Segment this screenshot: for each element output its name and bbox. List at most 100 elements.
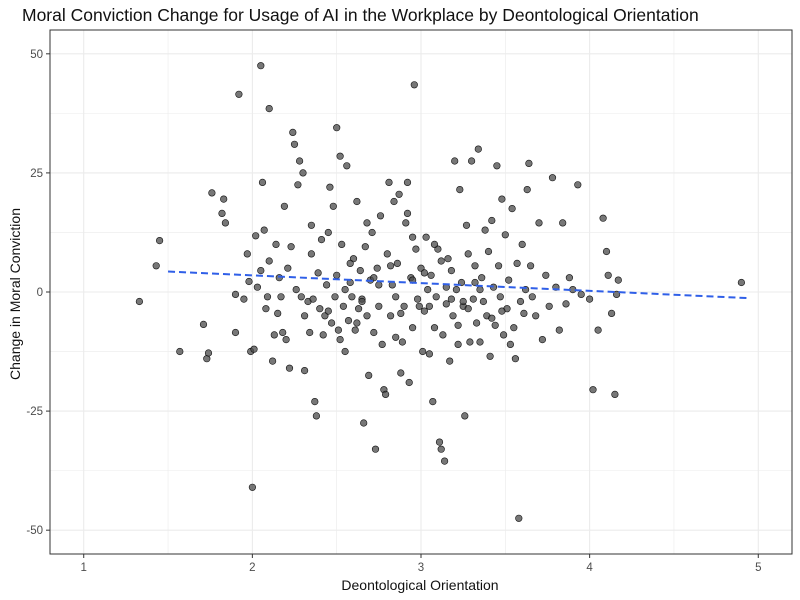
data-point <box>430 240 439 248</box>
x-axis-title: Deontological Orientation <box>341 577 498 593</box>
data-point <box>425 302 434 310</box>
data-point <box>353 197 361 206</box>
data-point <box>604 271 612 279</box>
data-point <box>307 221 316 229</box>
data-point <box>565 274 574 282</box>
data-point <box>289 128 297 136</box>
data-point <box>290 140 299 148</box>
data-point <box>135 297 143 306</box>
data-point <box>221 219 229 227</box>
data-point <box>574 181 582 189</box>
data-point <box>577 290 585 299</box>
data-point <box>611 390 619 399</box>
axis-ticks: 1 2 3 4 5 -50 -25 0 25 50 <box>26 49 761 574</box>
data-point <box>466 338 474 346</box>
data-point <box>274 309 282 318</box>
data-point <box>294 181 302 189</box>
data-point <box>523 186 531 194</box>
data-point <box>370 274 378 282</box>
data-point <box>599 214 607 222</box>
data-point <box>397 369 405 377</box>
chart-title: Moral Conviction Change for Usage of AI … <box>22 5 699 25</box>
data-point <box>277 293 285 301</box>
data-point <box>496 293 504 301</box>
data-point <box>491 321 499 329</box>
data-point <box>515 514 523 522</box>
data-point <box>375 281 383 289</box>
data-point <box>479 297 488 306</box>
data-point <box>309 295 317 303</box>
data-point <box>602 247 611 256</box>
data-point <box>555 326 563 334</box>
data-point <box>520 309 528 318</box>
data-point <box>614 276 622 284</box>
data-point <box>488 314 496 322</box>
data-point <box>336 152 344 160</box>
data-point <box>548 174 557 182</box>
data-point <box>373 264 381 272</box>
data-point <box>400 302 408 310</box>
data-point <box>398 338 407 346</box>
data-point <box>424 286 432 294</box>
data-point <box>420 307 429 315</box>
data-point <box>452 286 461 294</box>
x-tick-label: 1 <box>81 562 87 574</box>
data-point <box>376 212 385 220</box>
data-point <box>412 245 420 253</box>
data-point <box>282 336 290 344</box>
data-point <box>471 262 479 270</box>
data-point <box>312 412 321 420</box>
data-point <box>535 219 543 227</box>
data-point <box>250 345 258 353</box>
data-point <box>393 259 402 268</box>
data-point <box>542 271 550 279</box>
data-point <box>363 219 371 227</box>
data-point <box>257 62 265 70</box>
data-point <box>375 302 383 310</box>
data-point <box>235 90 243 98</box>
data-point <box>253 283 261 291</box>
data-point <box>346 259 354 268</box>
data-point <box>409 233 417 241</box>
data-point <box>476 286 484 294</box>
data-point <box>501 231 509 239</box>
data-point <box>444 255 452 263</box>
data-point <box>420 269 429 277</box>
data-point <box>441 457 449 465</box>
data-point <box>447 295 456 303</box>
data-point <box>252 232 260 240</box>
data-point <box>344 317 353 325</box>
data-point <box>405 378 413 387</box>
data-point <box>409 324 417 332</box>
data-point <box>505 276 513 284</box>
data-point <box>737 278 746 287</box>
data-point <box>518 240 526 248</box>
data-point <box>361 243 369 251</box>
data-points <box>135 62 746 522</box>
data-point <box>486 352 494 360</box>
data-point <box>319 331 327 339</box>
data-point <box>204 349 213 357</box>
data-point <box>218 209 226 217</box>
data-point <box>258 178 267 186</box>
y-axis-title: Change in Moral Conviction <box>7 208 23 380</box>
data-point <box>462 221 471 229</box>
data-point <box>279 328 287 337</box>
data-point <box>231 328 240 337</box>
data-point <box>390 197 398 206</box>
data-point <box>329 202 337 210</box>
data-point <box>498 307 506 315</box>
data-point <box>270 331 278 339</box>
data-point <box>469 295 477 303</box>
data-point <box>473 319 481 327</box>
data-point <box>429 398 437 406</box>
x-tick-label: 2 <box>249 562 255 574</box>
data-point <box>432 293 440 301</box>
data-point <box>334 326 343 334</box>
data-point <box>447 267 456 275</box>
data-point <box>245 277 253 286</box>
data-point <box>532 312 540 320</box>
data-point <box>464 250 472 258</box>
x-tick-label: 5 <box>755 562 761 574</box>
data-point <box>493 162 501 170</box>
